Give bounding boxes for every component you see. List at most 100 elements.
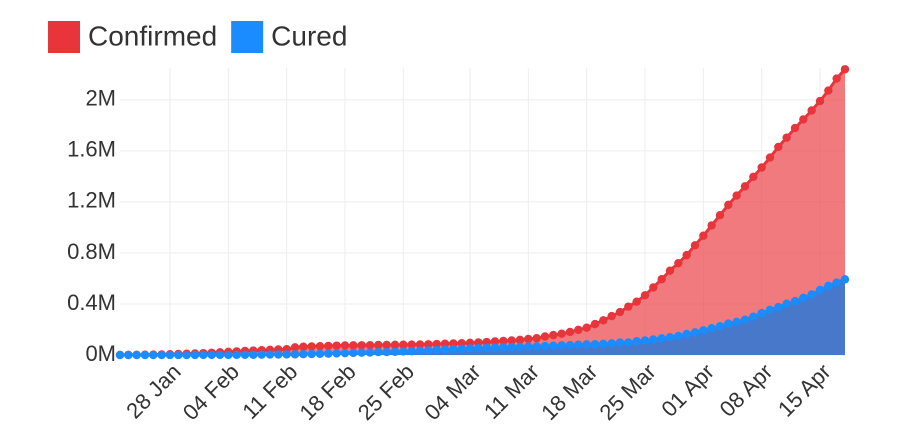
marker (582, 323, 591, 332)
marker (657, 334, 666, 343)
marker (174, 350, 183, 360)
marker (640, 336, 650, 345)
marker (649, 283, 658, 292)
marker (540, 332, 550, 341)
marker (840, 275, 850, 284)
marker (365, 341, 375, 350)
marker (832, 74, 841, 83)
area (120, 279, 845, 355)
marker (265, 350, 275, 359)
marker (149, 350, 158, 360)
marker (215, 350, 225, 360)
marker (774, 302, 783, 312)
marker (399, 340, 408, 349)
marker (124, 350, 133, 360)
x-tick-label: 18 Mar (536, 359, 602, 425)
marker (715, 210, 725, 220)
marker (374, 347, 383, 357)
marker (307, 342, 316, 351)
marker (299, 342, 308, 351)
x-tick-label: 04 Mar (420, 359, 486, 425)
marker (624, 302, 633, 311)
marker (432, 339, 441, 349)
marker (365, 348, 375, 357)
marker (682, 250, 691, 260)
marker (515, 335, 525, 345)
marker (407, 340, 416, 349)
marker (615, 338, 625, 347)
marker (340, 348, 350, 358)
marker (724, 319, 733, 328)
y-tick-label: 0.8M (67, 239, 116, 264)
legend-label: Confirmed (88, 20, 217, 51)
y-tick-label: 1.6M (67, 137, 116, 162)
marker (799, 293, 808, 302)
marker (557, 341, 566, 350)
marker (765, 153, 775, 162)
marker (607, 311, 616, 321)
marker (715, 321, 725, 331)
marker (340, 341, 350, 350)
marker (740, 315, 750, 324)
marker (465, 344, 475, 353)
marker (674, 331, 683, 341)
marker (332, 341, 341, 350)
marker (832, 278, 841, 287)
marker (574, 340, 583, 349)
marker (815, 285, 825, 295)
legend-swatch (48, 21, 80, 53)
y-tick-label: 2M (85, 86, 116, 111)
marker (307, 349, 316, 359)
x-tick-label: 25 Mar (595, 359, 661, 425)
y-tick-label: 0M (85, 341, 116, 366)
marker (557, 329, 566, 338)
marker (799, 115, 808, 124)
marker (549, 341, 558, 350)
marker (840, 65, 850, 74)
marker (515, 342, 525, 351)
marker (674, 258, 683, 268)
marker (640, 291, 650, 300)
marker (415, 340, 425, 349)
marker (257, 350, 266, 359)
marker (665, 333, 675, 342)
marker (757, 308, 766, 318)
marker (315, 349, 325, 359)
x-tick-label: 08 Apr (715, 359, 778, 422)
marker (232, 350, 241, 360)
marker (482, 337, 491, 347)
marker (499, 336, 508, 346)
marker (649, 335, 658, 344)
marker (490, 343, 500, 352)
marker (199, 350, 208, 360)
marker (690, 241, 700, 250)
marker (132, 350, 141, 360)
marker (507, 336, 516, 345)
marker (290, 350, 300, 359)
marker (590, 339, 600, 349)
marker (782, 133, 791, 142)
marker (532, 333, 541, 343)
marker (549, 330, 558, 340)
marker (390, 347, 400, 356)
x-tick-label: 15 Apr (773, 359, 836, 422)
marker (532, 342, 541, 351)
marker (565, 340, 575, 350)
marker (449, 344, 458, 354)
marker (774, 142, 783, 152)
marker (499, 343, 508, 352)
marker (424, 340, 433, 349)
marker (440, 345, 450, 354)
marker (482, 343, 491, 353)
marker (207, 350, 216, 360)
x-tick-label: 28 Jan (121, 359, 185, 423)
x-tick-label: 11 Feb (237, 359, 302, 424)
legend-swatch (231, 21, 264, 53)
marker (390, 340, 400, 350)
marker (157, 350, 166, 360)
marker (490, 337, 500, 346)
legend-label: Cured (271, 20, 347, 51)
marker (824, 281, 833, 291)
marker (507, 342, 516, 352)
